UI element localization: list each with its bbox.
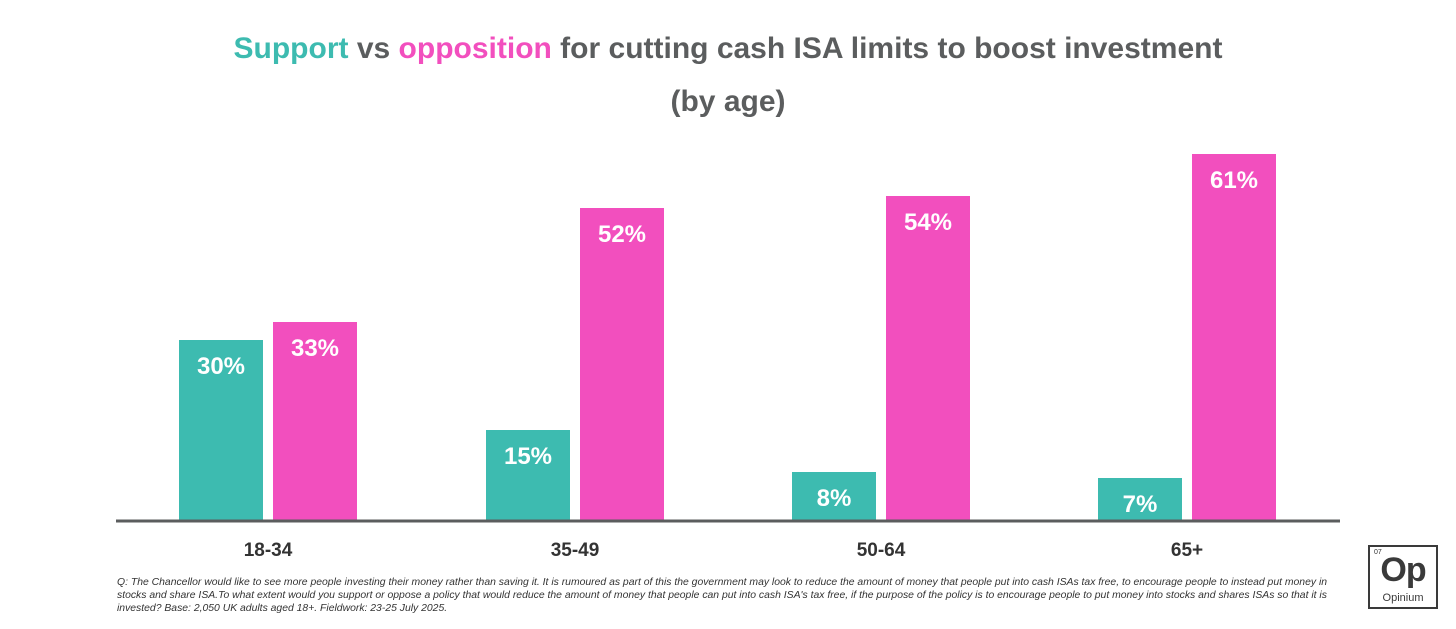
- x-tick-label-65+: 65+: [1171, 540, 1203, 561]
- logo-number: 07: [1374, 549, 1382, 556]
- footnote: Q: The Chancellor would like to see more…: [117, 577, 1328, 614]
- logo-symbol: Op: [1380, 551, 1426, 589]
- bar-opposition-35-49: [580, 208, 664, 520]
- bar-opposition-18-34: [273, 322, 357, 520]
- x-tick-label-50-64: 50-64: [857, 540, 906, 561]
- bar-opposition-50-64: [886, 196, 970, 520]
- chart-title: Support vs opposition for cutting cash I…: [0, 32, 1456, 66]
- data-label-support-35-49: 15%: [504, 443, 552, 470]
- data-label-support-18-34: 30%: [197, 353, 245, 380]
- bar-support-18-34: [179, 340, 263, 520]
- x-tick-label-35-49: 35-49: [551, 540, 600, 561]
- bar-opposition-65+: [1192, 154, 1276, 520]
- opinium-logo: 07 Op Opinium: [1368, 545, 1438, 609]
- title-vs-word: vs: [348, 32, 399, 65]
- logo-name: Opinium: [1382, 592, 1424, 604]
- title-support-word: Support: [233, 32, 349, 65]
- data-label-opposition-18-34: 33%: [291, 335, 339, 362]
- data-label-opposition-35-49: 52%: [598, 221, 646, 248]
- bar-support-50-64: [792, 472, 876, 520]
- chart-subtitle: (by age): [670, 85, 786, 118]
- x-tick-label-18-34: 18-34: [244, 540, 293, 561]
- title-opposition-word: opposition: [398, 32, 552, 65]
- data-label-support-65+: 7%: [1123, 491, 1158, 518]
- data-label-opposition-50-64: 54%: [904, 209, 952, 236]
- title-rest: for cutting cash ISA limits to boost inv…: [551, 32, 1223, 65]
- bar-support-35-49: [486, 430, 570, 520]
- data-label-support-50-64: 8%: [817, 485, 852, 512]
- bar-support-65+: [1098, 478, 1182, 520]
- data-label-opposition-65+: 61%: [1210, 167, 1258, 194]
